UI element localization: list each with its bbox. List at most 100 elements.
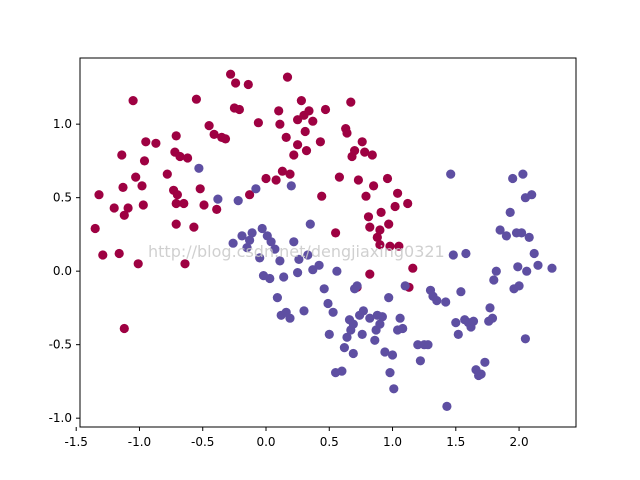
data-point-series-1-33 <box>324 329 334 339</box>
data-point-series-1-60 <box>395 313 405 323</box>
data-point-series-0-63 <box>317 191 327 201</box>
data-point-series-0-9 <box>123 203 133 213</box>
data-point-series-1-10 <box>257 223 267 234</box>
data-point-series-0-55 <box>293 140 303 150</box>
data-point-series-0-40 <box>231 78 241 88</box>
data-point-series-1-108 <box>428 291 438 301</box>
data-point-series-1-83 <box>476 369 486 379</box>
data-point-series-1-89 <box>491 266 501 276</box>
x-tick-label: 0.0 <box>256 435 275 449</box>
data-point-series-0-84 <box>375 240 385 250</box>
data-point-series-0-52 <box>285 169 295 179</box>
data-point-series-1-17 <box>275 256 285 266</box>
data-point-series-1-90 <box>495 225 505 235</box>
watermark-text: http://blog.csdn.net/dengjiaxing0321 <box>148 242 445 261</box>
data-point-series-1-19 <box>279 272 289 282</box>
data-point-series-1-104 <box>529 248 539 259</box>
y-axis: -1.0 -0.5 0.0 0.5 1.0 <box>49 117 80 425</box>
data-point-series-0-48 <box>275 119 285 129</box>
data-point-series-1-109 <box>357 329 367 339</box>
data-point-series-0-5 <box>117 150 127 160</box>
y-tick-label: -0.5 <box>49 338 72 352</box>
data-point-series-1-53 <box>377 312 387 322</box>
y-tick-label: 1.0 <box>53 117 72 131</box>
data-point-series-0-31 <box>195 184 205 194</box>
data-point-series-0-21 <box>171 198 181 209</box>
data-point-series-1-97 <box>514 281 524 291</box>
data-point-series-0-81 <box>369 181 379 191</box>
data-point-series-1-7 <box>247 228 257 238</box>
data-point-series-1-21 <box>285 313 295 323</box>
data-point-series-0-68 <box>342 128 352 138</box>
data-point-series-0-69 <box>346 97 356 107</box>
data-point-series-0-77 <box>363 212 374 222</box>
data-point-series-0-59 <box>301 146 312 156</box>
data-point-series-1-64 <box>415 356 425 366</box>
data-point-series-1-87 <box>487 313 498 323</box>
data-point-series-0-51 <box>282 72 293 82</box>
data-point-series-1-0 <box>194 163 204 173</box>
data-point-series-1-52 <box>375 319 385 329</box>
data-point-series-0-25 <box>175 151 185 162</box>
data-point-series-0-58 <box>300 126 310 137</box>
data-point-series-1-74 <box>453 329 463 339</box>
data-point-series-0-85 <box>376 207 386 217</box>
data-point-series-1-23 <box>289 237 299 247</box>
y-tick-label: 0.0 <box>53 264 72 278</box>
data-point-series-0-32 <box>199 200 209 210</box>
data-point-series-1-58 <box>389 384 399 394</box>
data-point-series-0-79 <box>365 222 375 232</box>
data-point-series-0-60 <box>304 106 314 116</box>
data-point-series-0-8 <box>119 323 129 334</box>
data-point-series-0-43 <box>245 190 255 200</box>
data-point-series-1-8 <box>251 184 261 194</box>
data-point-series-1-69 <box>441 297 451 307</box>
data-point-series-0-66 <box>334 172 344 182</box>
data-point-series-1-92 <box>505 207 515 217</box>
data-point-series-1-5 <box>242 243 252 253</box>
data-point-series-0-45 <box>261 173 271 184</box>
data-point-series-1-22 <box>286 181 296 191</box>
data-point-series-0-54 <box>293 115 303 125</box>
data-point-series-0-53 <box>289 150 299 160</box>
data-point-series-1-13 <box>265 273 275 284</box>
data-point-series-0-89 <box>390 201 400 212</box>
data-point-series-1-77 <box>461 248 471 259</box>
data-point-series-1-102 <box>524 232 534 242</box>
data-point-series-0-34 <box>209 129 219 139</box>
data-point-series-1-88 <box>489 275 499 285</box>
data-point-series-1-1 <box>213 194 223 204</box>
data-point-series-0-86 <box>382 173 393 184</box>
data-point-series-1-80 <box>468 316 479 326</box>
x-axis: -1.5 -1.0 -0.5 0.0 0.5 1.0 1.5 2.0 <box>64 427 529 449</box>
data-point-series-0-14 <box>138 200 148 210</box>
data-point-series-1-6 <box>245 235 255 245</box>
data-point-series-1-39 <box>342 332 352 342</box>
data-point-series-1-107 <box>520 334 531 344</box>
data-point-series-1-99 <box>518 169 528 179</box>
data-point-series-0-13 <box>137 181 147 191</box>
data-point-series-0-61 <box>308 116 318 126</box>
data-point-series-0-0 <box>90 223 100 234</box>
data-point-series-0-82 <box>372 232 382 242</box>
x-tick-label: 1.5 <box>446 435 465 449</box>
data-point-series-0-15 <box>139 156 150 166</box>
data-point-series-1-96 <box>513 262 523 272</box>
data-point-series-1-66 <box>423 340 433 350</box>
data-point-series-1-63 <box>413 340 423 350</box>
data-point-series-0-22 <box>171 131 181 141</box>
data-point-series-1-9 <box>255 253 265 263</box>
data-point-series-0-27 <box>180 259 190 269</box>
data-point-series-1-57 <box>387 350 398 360</box>
data-point-series-0-3 <box>109 203 119 213</box>
data-point-series-1-42 <box>348 348 358 359</box>
data-point-series-0-56 <box>296 96 306 106</box>
data-point-series-1-30 <box>314 260 324 270</box>
x-tick-label: -1.0 <box>128 435 151 449</box>
data-point-series-1-103 <box>527 190 537 200</box>
data-point-series-0-4 <box>114 248 124 259</box>
data-point-series-0-90 <box>393 188 403 198</box>
data-point-series-0-76 <box>361 191 371 201</box>
data-point-series-0-49 <box>277 166 287 176</box>
data-point-series-0-75 <box>360 147 370 157</box>
